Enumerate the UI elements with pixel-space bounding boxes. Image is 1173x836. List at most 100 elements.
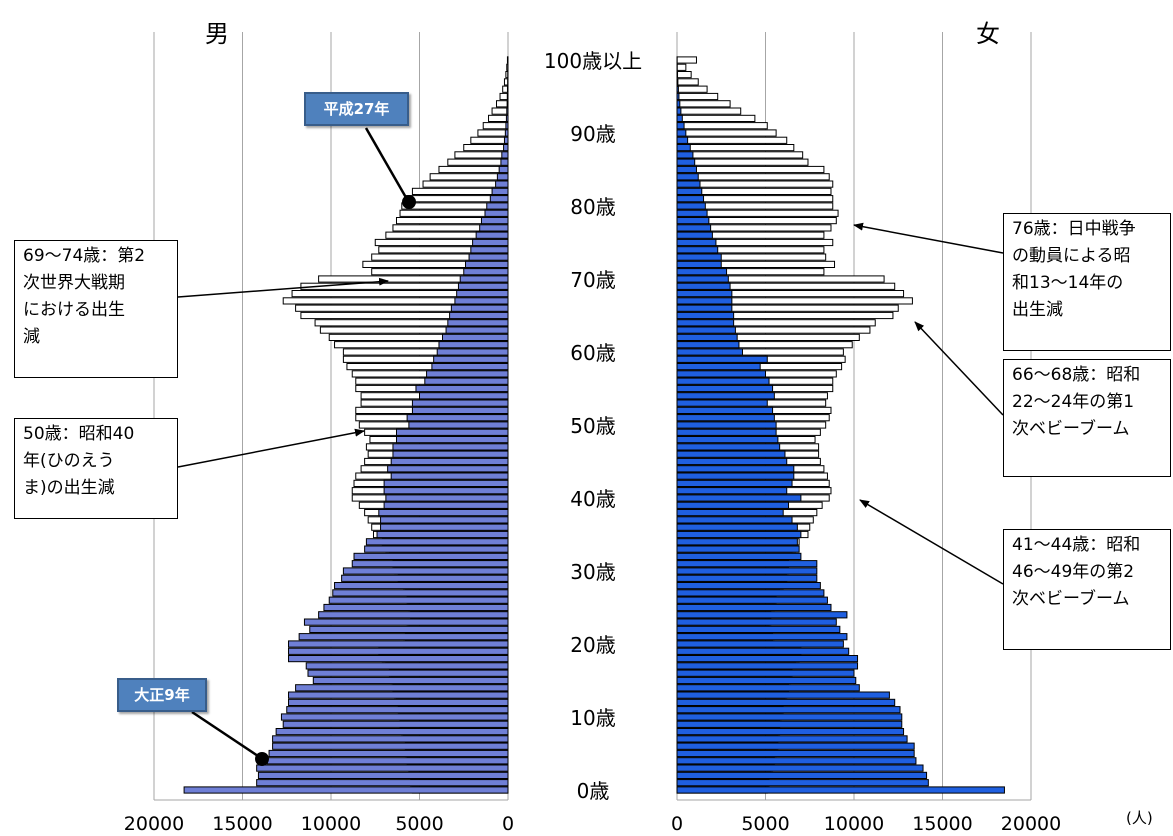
bar-male-taisho9 xyxy=(390,472,509,480)
bar-male-taisho9 xyxy=(457,282,509,290)
bar-male-taisho9 xyxy=(295,684,509,692)
bar-male-taisho9 xyxy=(272,735,509,743)
bar-female-taisho9 xyxy=(676,611,848,619)
series-tag-heisei27: 平成27年 xyxy=(304,92,409,126)
bar-female-taisho9 xyxy=(676,260,722,268)
bar-male-taisho9 xyxy=(307,669,509,677)
bar-male-taisho9 xyxy=(328,596,509,604)
bar-female-taisho9 xyxy=(676,735,908,743)
bar-female-taisho9 xyxy=(676,603,832,612)
bar-male-taisho9 xyxy=(411,399,509,407)
bar-female-heisei27 xyxy=(676,165,825,174)
bar-male-taisho9 xyxy=(257,771,509,779)
bar-female-taisho9 xyxy=(676,341,740,349)
series-tag-taisho9: 大正9年 xyxy=(117,678,207,712)
annotation-arrows xyxy=(177,127,1004,766)
bar-male-heisei27 xyxy=(470,136,509,144)
bar-female-taisho9 xyxy=(676,465,795,473)
x-tick-label-male: 20000 xyxy=(124,813,184,835)
bar-female-taisho9 xyxy=(676,436,779,444)
bar-male-heisei27 xyxy=(447,158,509,166)
bar-female-taisho9 xyxy=(676,574,818,582)
x-tick-label-male: 10000 xyxy=(301,813,361,835)
age-tick-label: 70歳 xyxy=(570,268,615,292)
female-panel-title: 女 xyxy=(976,20,1000,48)
age-tick-label: 90歳 xyxy=(570,122,615,146)
bar-male-taisho9 xyxy=(479,224,509,232)
bar-male-taisho9 xyxy=(395,436,509,444)
bar-female-taisho9 xyxy=(676,742,915,750)
bar-female-taisho9 xyxy=(676,209,708,217)
bar-female-taisho9 xyxy=(676,100,681,108)
bar-female-taisho9 xyxy=(676,669,855,677)
bar-male-taisho9 xyxy=(489,195,509,203)
bar-male-taisho9 xyxy=(383,479,509,487)
bar-female-taisho9 xyxy=(676,538,798,546)
bar-female-taisho9 xyxy=(676,633,848,641)
bar-male-taisho9 xyxy=(498,165,509,174)
age-tick-label: 10歳 xyxy=(570,706,615,730)
bar-female-heisei27 xyxy=(676,158,809,166)
bar-female-taisho9 xyxy=(676,173,699,181)
bar-male-taisho9 xyxy=(506,56,509,64)
bar-male-taisho9 xyxy=(468,253,509,261)
bar-male-heisei27 xyxy=(477,129,509,137)
bar-female-taisho9 xyxy=(676,421,777,429)
bar-female-heisei27 xyxy=(676,107,742,115)
bar-female-taisho9 xyxy=(676,728,905,736)
bar-male-taisho9 xyxy=(506,85,509,93)
bar-female-taisho9 xyxy=(676,749,915,758)
annotation-ww2-birth-decline: 69〜74歳：第2 次世界大戦期 における出生 減 xyxy=(14,240,178,378)
bar-male-taisho9 xyxy=(305,662,509,670)
bar-female-taisho9 xyxy=(676,195,705,203)
bar-female-taisho9 xyxy=(676,384,774,393)
bar-female-taisho9 xyxy=(676,217,710,225)
bar-female-taisho9 xyxy=(676,713,903,721)
bar-male-taisho9 xyxy=(298,633,509,641)
bar-female-taisho9 xyxy=(676,297,733,305)
bar-male-taisho9 xyxy=(503,144,509,152)
age-tick-label: 50歳 xyxy=(570,414,615,438)
bar-male-taisho9 xyxy=(424,377,509,385)
bar-male-taisho9 xyxy=(426,370,509,378)
bar-female-taisho9 xyxy=(676,523,798,531)
bar-male-taisho9 xyxy=(341,574,509,582)
bar-male-taisho9 xyxy=(387,465,509,473)
bar-female-taisho9 xyxy=(676,180,701,188)
bar-female-taisho9 xyxy=(676,676,857,685)
bar-male-heisei27 xyxy=(488,114,509,123)
annotation-second-baby-boom: 41〜44歳：昭和 46〜49年の第2 次ベビーブーム xyxy=(1003,529,1171,650)
bar-male-taisho9 xyxy=(438,341,509,349)
bar-male-taisho9 xyxy=(503,136,509,144)
bar-female-taisho9 xyxy=(676,567,818,575)
bar-male-taisho9 xyxy=(365,538,509,546)
bar-male-taisho9 xyxy=(496,173,509,181)
bar-male-heisei27 xyxy=(438,165,509,174)
bar-female-taisho9 xyxy=(676,333,738,341)
bar-male-taisho9 xyxy=(376,530,509,539)
bar-female-taisho9 xyxy=(676,545,800,553)
bar-male-taisho9 xyxy=(472,238,509,247)
bar-female-taisho9 xyxy=(676,151,694,159)
x-tick-label-female: 0 xyxy=(671,813,683,835)
bar-female-taisho9 xyxy=(676,107,682,115)
bar-male-taisho9 xyxy=(268,749,509,758)
x-tick-label-female: 15000 xyxy=(912,813,972,835)
bar-female-taisho9 xyxy=(676,720,903,728)
bar-female-heisei27 xyxy=(676,122,768,130)
bar-female-taisho9 xyxy=(676,457,788,466)
bar-male-taisho9 xyxy=(431,363,509,371)
bar-female-taisho9 xyxy=(676,202,706,210)
bar-female-taisho9 xyxy=(676,516,793,524)
bar-female-taisho9 xyxy=(676,706,901,714)
bar-female-taisho9 xyxy=(676,246,719,254)
bar-female-taisho9 xyxy=(676,304,733,312)
bar-female-taisho9 xyxy=(676,640,844,648)
bar-female-taisho9 xyxy=(676,786,1005,794)
bar-male-taisho9 xyxy=(463,268,509,276)
bar-female-taisho9 xyxy=(676,552,802,560)
bar-male-taisho9 xyxy=(486,202,509,210)
bar-female-taisho9 xyxy=(676,319,735,327)
bar-female-taisho9 xyxy=(676,691,890,699)
